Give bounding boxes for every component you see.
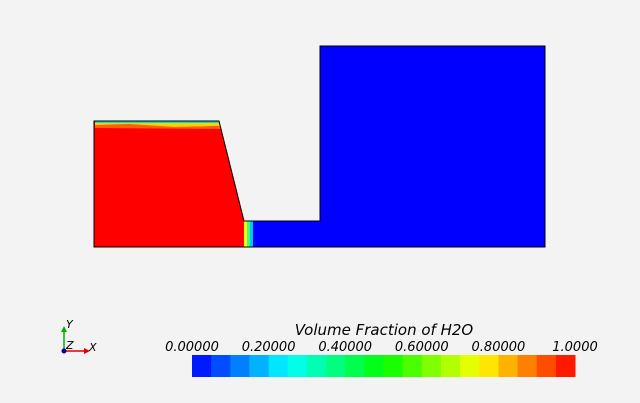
x-axis-label: X — [88, 341, 97, 354]
colorbar-band — [345, 355, 365, 377]
colorbar-tick-label: 0.60000 — [395, 340, 449, 355]
surface-layer — [95, 124, 221, 129]
colorbar-band — [555, 355, 576, 377]
z-axis-label: Z — [65, 339, 74, 352]
water-region — [94, 121, 244, 247]
colorbar-band — [326, 355, 346, 377]
colorbar-band — [306, 355, 327, 377]
interface-band — [250, 221, 253, 247]
colorbar-band — [211, 355, 231, 377]
interface-band — [244, 221, 247, 247]
colorbar-band — [440, 355, 461, 377]
surface-layer — [95, 121, 219, 123]
colorbar-band — [383, 355, 404, 377]
colorbar-band — [192, 355, 212, 377]
colorbar-band — [460, 355, 480, 377]
colorbar-band — [498, 355, 519, 377]
colorbar-tick-label: 0.00000 — [165, 340, 219, 355]
water-free-region — [244, 46, 545, 247]
colorbar-tick-label: 0.20000 — [242, 340, 296, 355]
colorbar-band — [287, 355, 308, 377]
colorbar-title: Volume Fraction of H2O — [295, 321, 474, 339]
colorbar-band — [364, 355, 384, 377]
x-axis-head — [84, 348, 90, 354]
y-axis-head — [61, 326, 67, 332]
colorbar-band — [479, 355, 499, 377]
colorbar-band — [517, 355, 538, 377]
colorbar-band — [536, 355, 557, 377]
colorbar-tick-label: 0.80000 — [472, 340, 526, 355]
z-axis-dot — [61, 348, 67, 354]
colorbar-tick-label: 1.0000 — [552, 340, 598, 355]
domain-outline — [93, 45, 546, 248]
interface-band — [247, 221, 250, 247]
colorbar-tick-label: 0.40000 — [318, 340, 372, 355]
colorbar-band — [421, 355, 442, 377]
colorbar-band — [268, 355, 289, 377]
colorbar-band — [230, 355, 250, 377]
colorbar-band — [402, 355, 423, 377]
colorbar-band — [249, 355, 270, 377]
y-axis-label: Y — [66, 318, 74, 331]
